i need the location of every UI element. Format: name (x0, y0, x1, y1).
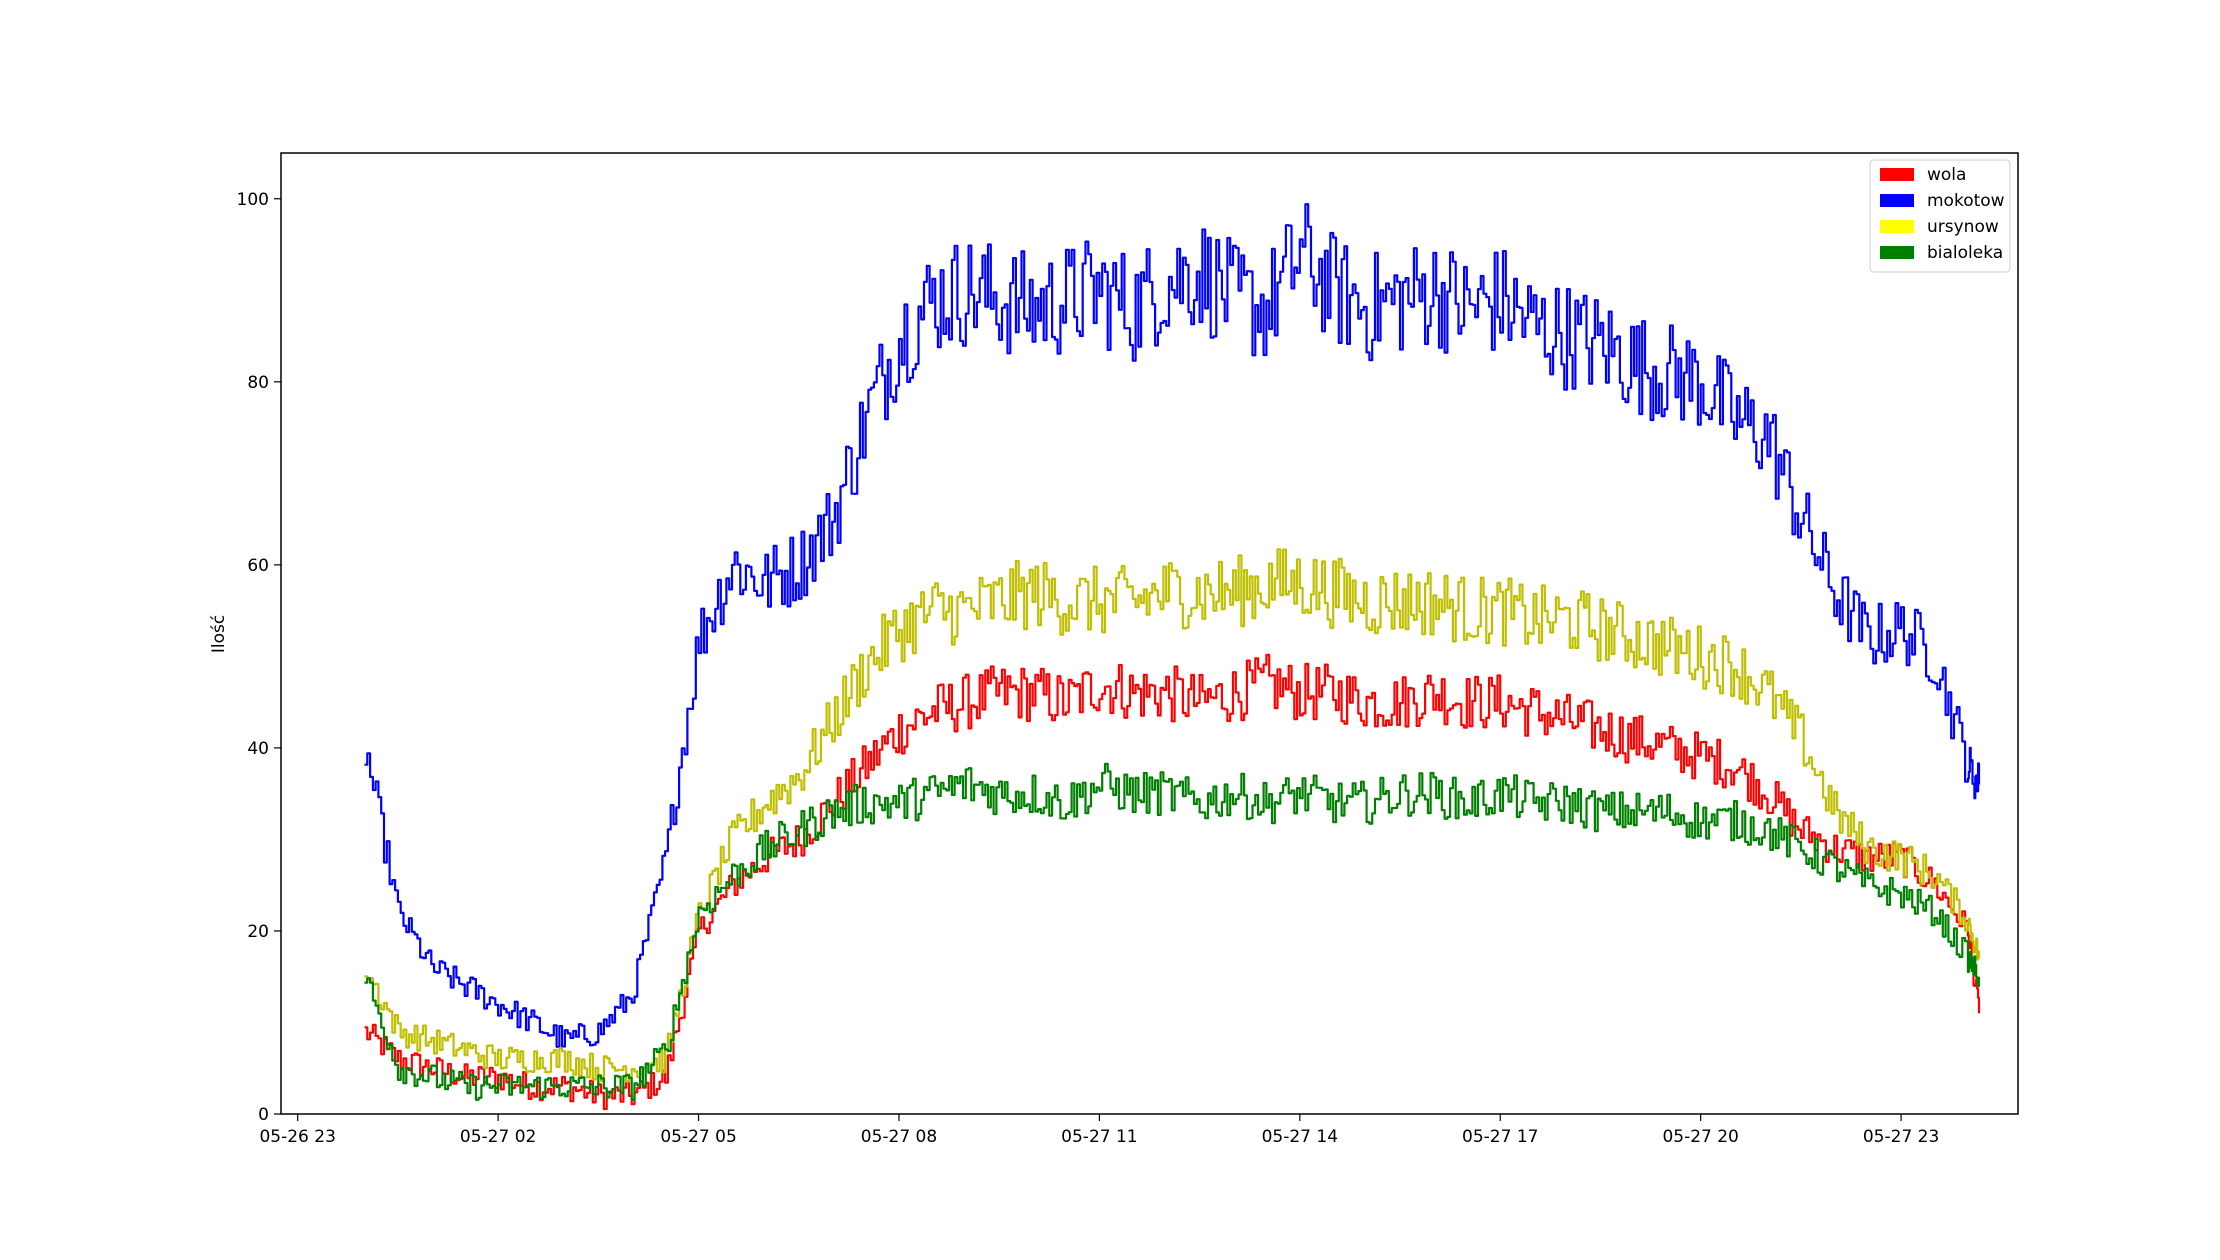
series-layer (364, 203, 1981, 1111)
y-axis: 0 20 40 60 80 100 (237, 190, 281, 1125)
x-tick-label: 05-27 23 (1863, 1127, 1939, 1147)
series-line-ursynow (364, 548, 1981, 1083)
legend-swatch-bialoleka (1880, 246, 1914, 259)
series-line-mokotow (364, 203, 1981, 1048)
y-tick-label: 100 (237, 190, 269, 210)
y-axis-label: Ilość (209, 615, 229, 653)
legend-label-mokotow: mokotow (1927, 191, 2005, 211)
y-tick-label: 0 (258, 1105, 269, 1125)
x-tick-label: 05-27 11 (1061, 1127, 1137, 1147)
legend-swatch-ursynow (1880, 220, 1914, 233)
x-tick-label: 05-27 14 (1262, 1127, 1338, 1147)
y-tick-label: 20 (247, 922, 269, 942)
x-tick-label: 05-27 05 (660, 1127, 736, 1147)
x-tick-label: 05-27 02 (460, 1127, 536, 1147)
legend-label-wola: wola (1927, 165, 1966, 185)
x-tick-label: 05-27 17 (1462, 1127, 1538, 1147)
plot-frame (280, 152, 2019, 1115)
legend-swatch-wola (1880, 168, 1914, 181)
y-tick-label: 80 (247, 373, 269, 393)
legend-label-bialoleka: bialoleka (1927, 243, 2003, 263)
x-axis: 05-26 23 05-27 02 05-27 05 05-27 08 05-27 11… (259, 1114, 1939, 1147)
legend: wola mokotow ursynow bialoleka (1869, 159, 2011, 273)
x-tick-label: 05-27 20 (1662, 1127, 1738, 1147)
series-line-bialoleka (364, 762, 1981, 1101)
legend-swatch-mokotow (1880, 194, 1914, 207)
y-tick-label: 60 (247, 556, 269, 576)
series-line-wola (364, 653, 1981, 1111)
x-tick-label: 05-27 08 (861, 1127, 937, 1147)
x-tick-label: 05-26 23 (259, 1127, 335, 1147)
legend-label-ursynow: ursynow (1927, 217, 1999, 237)
y-tick-label: 40 (247, 739, 269, 759)
legend-box (1869, 159, 2011, 273)
